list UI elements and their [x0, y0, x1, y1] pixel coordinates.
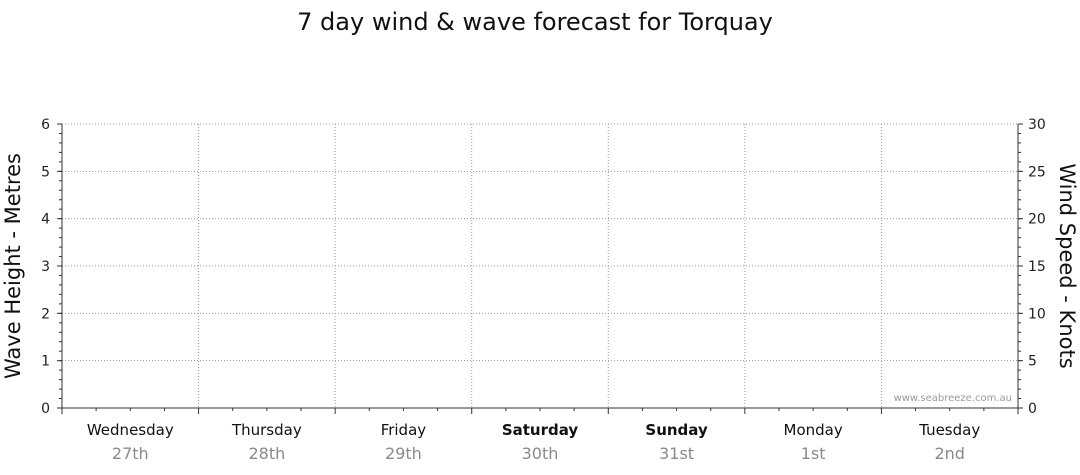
- day-date-label: 29th: [385, 444, 422, 463]
- day-date-label: 2nd: [934, 444, 964, 463]
- right-axis-tick-label: 20: [1028, 212, 1046, 228]
- left-axis-tick-label: 3: [41, 259, 50, 275]
- right-axis-tick-label: 30: [1028, 117, 1046, 133]
- day-name-label: Thursday: [231, 421, 302, 439]
- left-axis-tick-label: 4: [41, 212, 50, 228]
- right-axis-tick-label: 25: [1028, 164, 1046, 180]
- left-axis-tick-label: 0: [41, 401, 50, 417]
- axes: [57, 123, 1023, 414]
- watermark: www.seabreeze.com.au: [894, 393, 1012, 404]
- tick-labels: 0 1 2 3 4 5 6 0 5 10 15 20 25 30 Wednesday 27th Thursday…: [41, 117, 1046, 463]
- day-date-label: 27th: [112, 444, 149, 463]
- left-axis-tick-label: 1: [41, 354, 50, 370]
- chart-title: 7 day wind & wave forecast for Torquay: [297, 8, 773, 36]
- day-date-label: 28th: [248, 444, 285, 463]
- right-axis-tick-label: 0: [1028, 401, 1037, 417]
- y-axis-left-title: Wave Height - Metres: [1, 153, 25, 379]
- day-date-label: 1st: [801, 444, 826, 463]
- grid: [62, 123, 1018, 408]
- day-name-label: Saturday: [502, 421, 579, 439]
- right-axis-tick-label: 10: [1028, 306, 1046, 322]
- day-name-label: Sunday: [645, 421, 708, 439]
- day-name-label: Monday: [784, 421, 843, 439]
- y-axis-right-title: Wind Speed - Knots: [1055, 163, 1079, 368]
- day-name-label: Tuesday: [918, 421, 980, 439]
- left-axis-tick-label: 6: [41, 117, 50, 133]
- right-axis-tick-label: 5: [1028, 354, 1037, 370]
- left-axis-tick-label: 5: [41, 164, 50, 180]
- left-axis-tick-label: 2: [41, 306, 50, 322]
- day-name-label: Friday: [381, 421, 427, 439]
- day-date-label: 31st: [659, 444, 694, 463]
- right-axis-tick-label: 15: [1028, 259, 1046, 275]
- day-date-label: 30th: [522, 444, 559, 463]
- day-name-label: Wednesday: [87, 421, 174, 439]
